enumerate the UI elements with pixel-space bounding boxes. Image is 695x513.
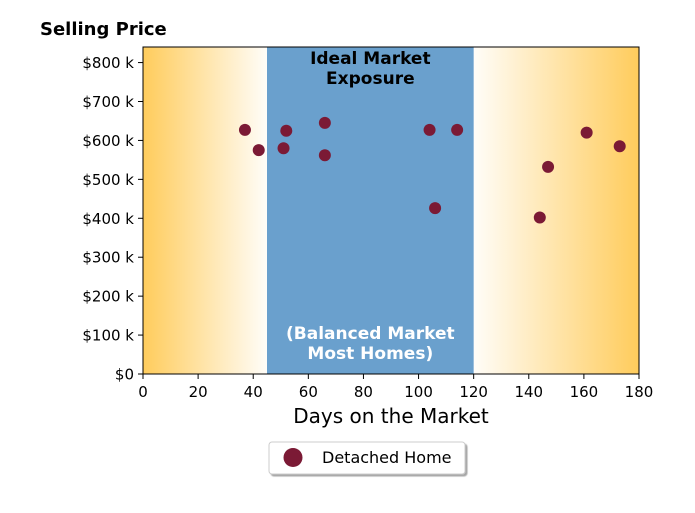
x-tick-label: 140 [514,383,543,401]
y-tick-label: $700 k [82,93,134,111]
legend-marker [283,448,303,467]
zone-title-line: Exposure [326,69,415,89]
data-point [280,124,293,137]
left-gradient-zone [143,47,267,374]
axes: 0 20 40 60 80 100 120 140 160 180 $0 $100 k $200 k $3… [82,46,654,401]
chart-title: Selling Price [40,19,167,40]
data-point [423,123,436,136]
legend-box [268,441,466,475]
zone-subtitle-line: (Balanced Market [286,324,455,344]
x-tick-label: 180 [625,383,654,401]
y-tick-label: $600 k [82,132,134,150]
plot-frame [142,46,640,375]
data-points [238,116,626,224]
data-point [613,140,626,153]
x-tick-label: 120 [459,383,488,401]
y-tick-label: $400 k [82,210,134,228]
data-point [542,160,555,173]
zone-title-line: Ideal Market [310,49,431,69]
data-point [252,144,265,157]
right-gradient-zone [473,47,639,374]
legend: Detached Home [268,441,466,475]
y-tick-label: $300 k [82,249,134,267]
data-point [429,202,442,215]
data-point [318,149,331,162]
zone-subtitle-line: Most Homes) [307,344,433,364]
y-tick-label: $800 k [82,54,134,72]
x-tick-label: 40 [244,383,263,401]
data-point [451,123,464,136]
x-tick-label: 160 [570,383,599,401]
legend-label: Detached Home [322,448,452,467]
x-axis-label: Days on the Market [293,404,489,428]
x-tick-label: 20 [189,383,208,401]
x-tick-label: 60 [299,383,318,401]
y-tick-label: $500 k [82,171,134,189]
x-tick-label: 0 [138,383,148,401]
data-point [533,211,546,224]
y-tick-label: $100 k [82,327,134,345]
data-point [580,126,593,139]
data-point [277,142,290,155]
x-tick-label: 100 [404,383,433,401]
data-point [318,116,331,129]
y-tick-label: $0 [115,366,134,384]
data-point [238,123,251,136]
y-tick-label: $200 k [82,288,134,306]
x-tick-label: 80 [354,383,373,401]
